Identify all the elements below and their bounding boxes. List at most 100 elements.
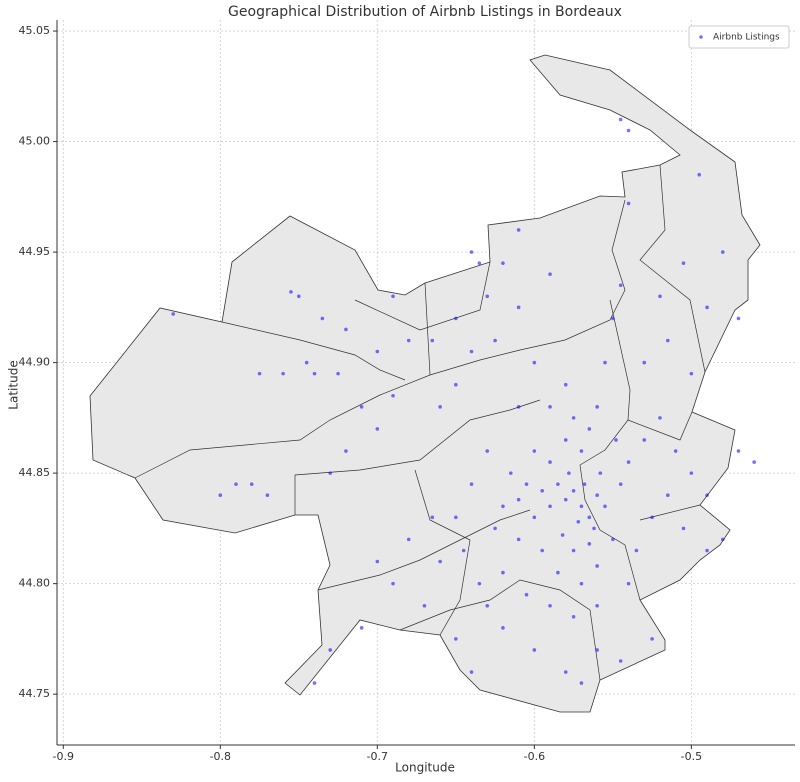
listing-point <box>689 471 694 475</box>
listing-point <box>516 497 521 502</box>
listing-point <box>312 371 317 376</box>
listing-point <box>234 482 238 486</box>
district-border <box>354 261 491 331</box>
listing-point <box>516 537 521 542</box>
listing-point <box>618 117 623 122</box>
listing-point <box>626 201 631 206</box>
listing-point <box>171 312 175 316</box>
district-border <box>317 509 531 591</box>
listing-point <box>736 449 741 453</box>
listing-point <box>642 360 647 365</box>
listing-point <box>493 338 497 343</box>
listing-point <box>548 405 552 409</box>
listing-point <box>297 294 301 299</box>
listing-point <box>501 626 505 630</box>
listing-point <box>618 659 623 663</box>
district-border <box>221 321 406 381</box>
district-border <box>639 504 701 521</box>
listing-point <box>501 504 505 509</box>
listing-point <box>705 493 709 498</box>
legend-box <box>688 25 790 49</box>
listing-point <box>618 283 623 288</box>
listing-point <box>548 603 552 608</box>
listing-point <box>516 228 521 232</box>
listing-point <box>582 482 587 486</box>
listing-point <box>579 504 584 509</box>
listing-point <box>681 526 686 531</box>
listing-point <box>359 405 364 409</box>
listing-point <box>563 497 568 502</box>
listing-point <box>477 581 482 586</box>
listing-point <box>501 570 505 575</box>
listing-point <box>359 626 364 630</box>
listing-point <box>430 515 435 520</box>
listing-point <box>626 460 631 464</box>
listing-point <box>454 382 458 387</box>
legend-marker <box>699 35 703 39</box>
listing-point <box>681 261 686 265</box>
listing-point <box>592 526 596 531</box>
x-tick-label: -0.9 <box>53 750 74 763</box>
listing-point <box>705 548 709 553</box>
listing-point <box>563 382 568 387</box>
x-tick-label: -0.7 <box>367 750 388 763</box>
listing-point <box>587 515 592 520</box>
listing-point <box>576 519 581 524</box>
x-axis-label: Longitude <box>395 761 455 775</box>
district-border <box>399 579 601 681</box>
listing-point <box>422 603 427 608</box>
district-border <box>294 399 541 515</box>
listing-point <box>438 405 442 409</box>
listing-point <box>493 526 497 531</box>
listing-point <box>265 493 270 498</box>
listing-point <box>673 449 678 453</box>
listing-point <box>469 349 474 354</box>
listing-point <box>595 603 599 608</box>
district-border <box>424 282 431 376</box>
listing-point <box>344 327 348 332</box>
listing-point <box>598 471 603 475</box>
listing-point <box>614 438 618 442</box>
listing-point <box>548 460 552 464</box>
listing-point <box>666 493 670 498</box>
listing-point <box>516 305 521 310</box>
listing-point <box>469 250 474 254</box>
listing-point <box>611 537 615 542</box>
listing-point <box>375 427 380 431</box>
listing-point <box>406 338 411 343</box>
listing-point <box>391 294 395 299</box>
listing-point <box>571 416 576 420</box>
listing-point <box>563 438 568 442</box>
listing-point <box>548 272 552 276</box>
listing-point <box>375 349 380 354</box>
legend-label: Airbnb Listings <box>713 33 780 43</box>
listing-point <box>438 559 442 564</box>
listing-point <box>587 427 592 431</box>
listing-point <box>603 360 607 365</box>
listing-point <box>666 338 670 343</box>
listing-point <box>430 338 435 343</box>
listing-point <box>689 371 694 376</box>
listing-point <box>312 681 317 685</box>
listing-point <box>532 648 537 652</box>
y-tick-label: 44.80 <box>19 577 51 590</box>
listing-point <box>469 670 474 674</box>
listing-point <box>218 493 223 498</box>
listing-point <box>720 537 725 542</box>
listing-point <box>485 449 490 453</box>
listing-point <box>336 371 340 376</box>
listing-point <box>257 371 262 376</box>
listing-point <box>454 637 458 641</box>
listing-point <box>626 581 631 586</box>
listing-point <box>281 371 285 376</box>
listing-point <box>328 471 333 475</box>
y-axis-label: Latitude <box>7 360 21 409</box>
listing-point <box>595 648 599 652</box>
y-tick-label: 44.75 <box>19 687 51 700</box>
listing-point <box>618 482 623 486</box>
listing-point <box>579 449 584 453</box>
listing-point <box>540 548 544 553</box>
listing-point <box>391 581 395 586</box>
listing-point <box>454 316 458 321</box>
